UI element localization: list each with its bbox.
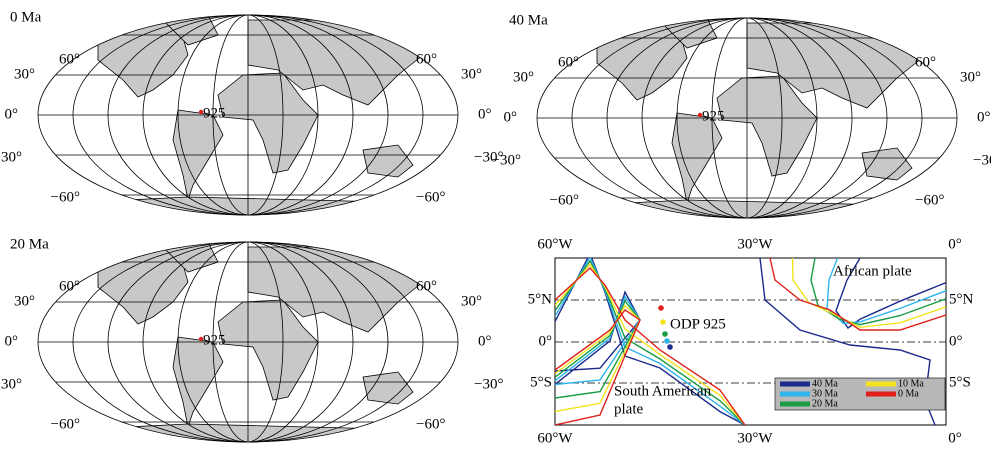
legend-swatch (780, 402, 810, 407)
latitude-label: 5°S (530, 374, 552, 390)
legend-label: 0 Ma (898, 388, 919, 399)
latitude-label: 30° (960, 69, 981, 85)
figure: 0 Ma 60° 30° 0° −30° −60° 60° 30° 0° −30° −60° 925 4… (0, 0, 991, 449)
site-position (658, 305, 664, 311)
globe-map (38, 242, 458, 442)
latitude-label: 30° (461, 66, 482, 82)
legend-swatch (780, 392, 810, 397)
latitude-label: −60° (51, 416, 80, 432)
longitude-label: 30°W (737, 236, 773, 252)
legend-swatch (780, 382, 810, 387)
latitude-label: −30° (0, 376, 22, 392)
latitude-label: −60° (416, 416, 445, 432)
latitude-label: 60° (59, 51, 80, 67)
site-position (660, 319, 666, 325)
site-label: 925 (203, 332, 226, 348)
latitude-label: 60° (416, 278, 437, 294)
latitude-label: −30° (492, 152, 521, 168)
latitude-label: −60° (550, 192, 579, 208)
panel-title: 0 Ma (10, 9, 42, 25)
legend-swatch (866, 392, 896, 397)
latitude-label: 30° (461, 293, 482, 309)
latitude-label: −30° (474, 376, 503, 392)
latitude-label: −30° (0, 149, 22, 165)
latitude-label: 5°N (949, 291, 973, 307)
latitude-label: 0° (5, 106, 19, 122)
plate-label: plate (614, 401, 643, 417)
site-position (662, 331, 668, 337)
latitude-label: 60° (915, 54, 936, 70)
latitude-label: 60° (59, 278, 80, 294)
panel-title: 20 Ma (10, 236, 49, 252)
longitude-label: 0° (948, 430, 962, 446)
latitude-label: −60° (51, 189, 80, 205)
latitude-label: 30° (14, 293, 35, 309)
site-position (667, 344, 673, 350)
latitude-label: 5°N (528, 291, 552, 307)
latitude-label: 5°S (949, 374, 971, 390)
latitude-label: 0° (478, 106, 492, 122)
site-label: 925 (702, 108, 725, 124)
page: 0 Ma 60° 30° 0° −30° −60° 60° 30° 0° −30° −60° 925 4… (0, 0, 991, 449)
latitude-label: −30° (973, 152, 991, 168)
longitude-label: 30°W (737, 430, 773, 446)
globe-map (537, 18, 957, 218)
latitude-label: 0° (5, 333, 19, 349)
latitude-label: 60° (416, 51, 437, 67)
longitude-label: 60°W (537, 430, 573, 446)
latitude-label: 0° (478, 333, 492, 349)
latitude-label: −60° (915, 192, 944, 208)
legend-label: 20 Ma (812, 398, 838, 409)
longitude-label: 60°W (537, 236, 573, 252)
panel-title: 40 Ma (509, 12, 548, 28)
site-label: 925 (203, 105, 226, 121)
latitude-label: −60° (416, 189, 445, 205)
latitude-label: 0° (977, 109, 991, 125)
site-position (664, 338, 670, 344)
longitude-label: 0° (948, 236, 962, 252)
legend-swatch (866, 382, 896, 387)
latitude-label: 0° (539, 333, 553, 349)
site-label: ODP 925 (670, 316, 726, 332)
latitude-label: 30° (14, 66, 35, 82)
plate-label: African plate (833, 263, 912, 279)
plate-label: South American (614, 383, 712, 399)
latitude-label: 30° (513, 69, 534, 85)
latitude-label: 0° (504, 109, 518, 125)
latitude-label: 60° (558, 54, 579, 70)
globe-map (38, 15, 458, 215)
latitude-label: 0° (949, 333, 963, 349)
